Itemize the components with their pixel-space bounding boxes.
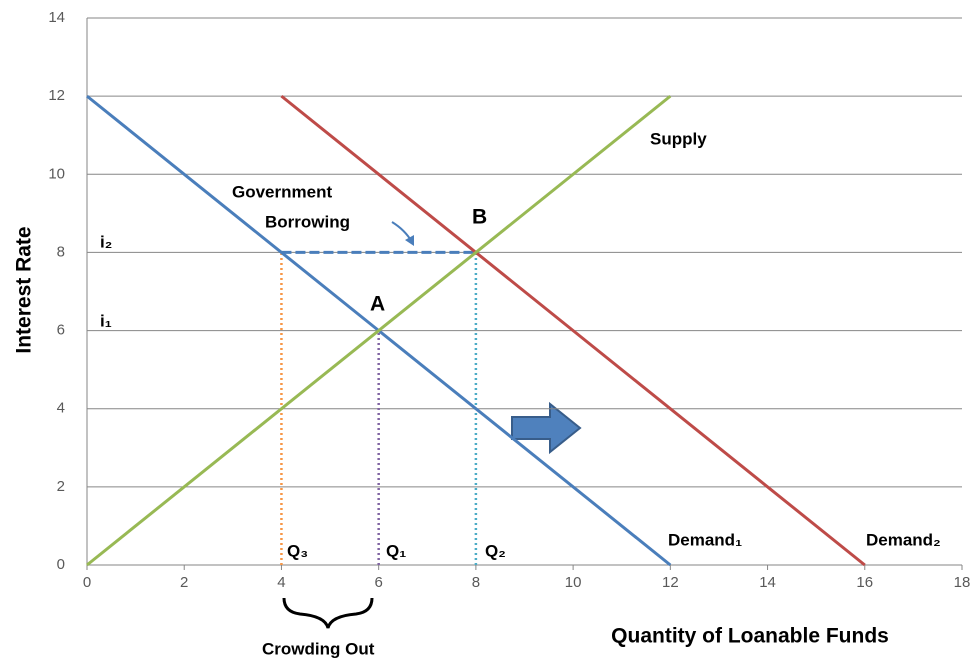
- annotation: A: [370, 293, 385, 316]
- annotation: Q₃: [287, 541, 308, 560]
- x-tick-label: 6: [374, 574, 382, 591]
- annotation: Crowding Out: [262, 639, 375, 658]
- x-tick-label: 18: [954, 574, 971, 591]
- annotation: Q₂: [485, 541, 506, 560]
- x-tick-label: 16: [856, 574, 873, 591]
- annotation: i₁: [100, 311, 112, 330]
- annotation: B: [472, 206, 487, 229]
- x-tick-label: 4: [277, 574, 285, 591]
- y-tick-label: 4: [57, 400, 65, 417]
- brace: [282, 597, 374, 629]
- y-axis-title: Interest Rate: [13, 226, 36, 353]
- pointer-arrowhead: [405, 235, 414, 246]
- series-label: Supply: [650, 129, 707, 148]
- y-tick-label: 8: [57, 243, 65, 260]
- x-tick-label: 14: [759, 574, 776, 591]
- series-label: Demand₂: [866, 530, 941, 549]
- x-axis-title: Quantity of Loanable Funds: [611, 625, 889, 648]
- annotation: Borrowing: [265, 212, 350, 231]
- x-tick-label: 2: [180, 574, 188, 591]
- series-line: [280, 94, 866, 567]
- y-tick-label: 12: [48, 87, 65, 104]
- series-line: [86, 94, 672, 567]
- x-tick-label: 10: [565, 574, 582, 591]
- x-tick-label: 12: [662, 574, 679, 591]
- shift-arrow: [511, 401, 582, 455]
- y-tick-label: 2: [57, 478, 65, 495]
- annotation: Government: [232, 182, 332, 201]
- annotation: Q₁: [386, 541, 406, 560]
- series-label: Demand₁: [668, 530, 742, 549]
- x-tick-label: 8: [472, 574, 480, 591]
- annotation: i₂: [100, 232, 112, 251]
- x-tick-label: 0: [83, 574, 91, 591]
- y-tick-label: 10: [48, 165, 65, 182]
- y-tick-label: 0: [57, 556, 65, 573]
- y-tick-label: 14: [48, 9, 65, 26]
- y-tick-label: 6: [57, 322, 65, 339]
